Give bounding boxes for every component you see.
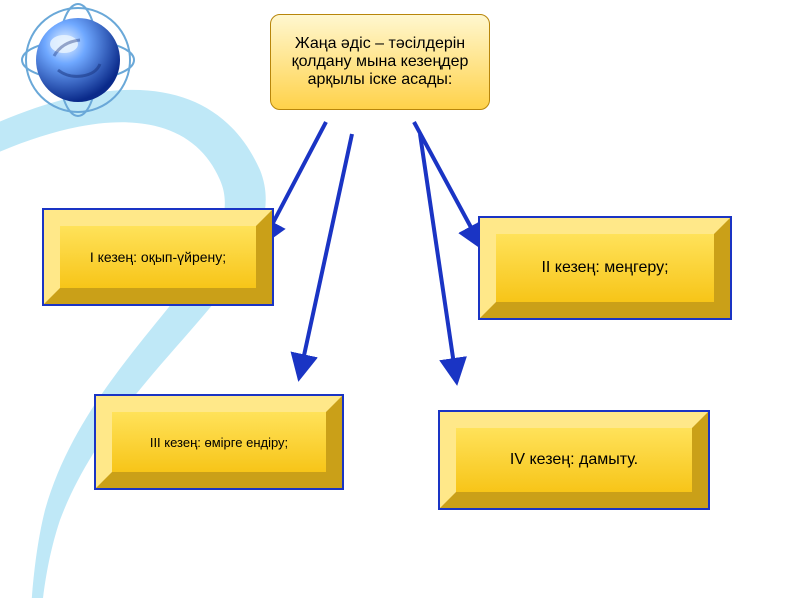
box-stage4: ІV кезең: дамыту. [440, 412, 708, 508]
box-stage2: ІІ кезең: меңгеру; [480, 218, 730, 318]
header-box: Жаңа әдіс – тәсілдерін қолдану мына кезе… [270, 14, 490, 110]
box-stage3: ІІІ кезең: өмірге ендіру; [96, 396, 342, 488]
header-text: Жаңа әдіс – тәсілдерін қолдану мына кезе… [279, 35, 481, 89]
globe-icon [18, 0, 138, 125]
box-label: ІV кезең: дамыту. [500, 451, 648, 469]
box-label: ІІІ кезең: өмірге ендіру; [140, 435, 298, 450]
box-label: ІІ кезең: меңгеру; [531, 259, 678, 277]
swoosh-inner [0, 122, 225, 598]
box-stage1: І кезең: оқып-үйрену; [44, 210, 272, 304]
box-label: І кезең: оқып-үйрену; [80, 249, 236, 265]
slide-stage: Жаңа әдіс – тәсілдерін қолдану мына кезе… [0, 0, 800, 598]
